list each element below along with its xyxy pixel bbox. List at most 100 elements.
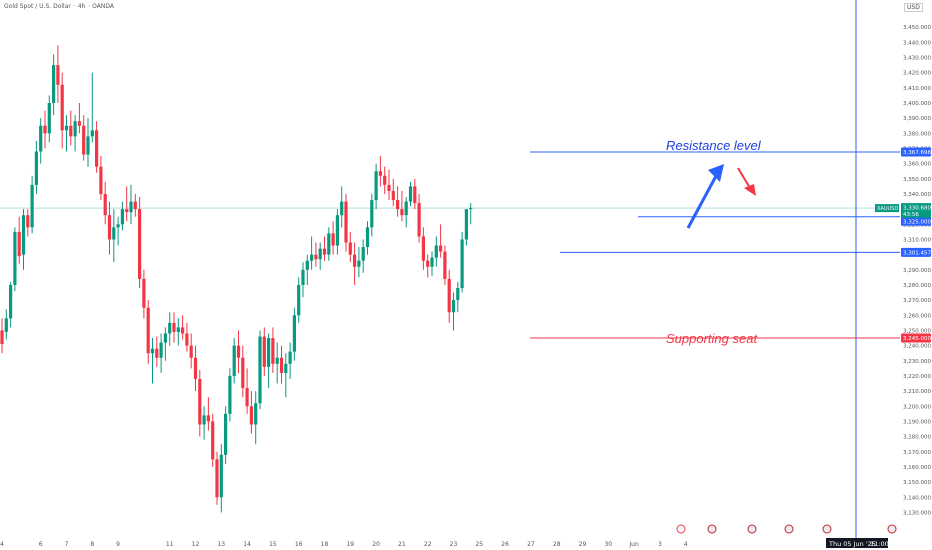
candle-body <box>426 260 430 267</box>
candle-body <box>26 215 30 228</box>
candle-body <box>396 200 400 210</box>
candle-body <box>275 357 279 364</box>
candle-body <box>314 254 318 260</box>
flag-icon[interactable] <box>747 524 757 534</box>
candle-body <box>408 186 413 202</box>
candle-body <box>47 102 51 134</box>
candle-body <box>189 345 193 358</box>
candle-body <box>52 65 56 103</box>
resistance-price-tag: 3,367.698 <box>903 150 931 156</box>
candle-body <box>73 121 77 137</box>
candle-body <box>168 322 172 334</box>
flag-icon[interactable] <box>707 524 717 534</box>
y-tick-label: 3,160.000 <box>903 465 931 471</box>
y-tick-label: 3,180.000 <box>903 435 931 441</box>
candle-body <box>417 203 421 237</box>
candle-body <box>434 245 438 258</box>
y-tick-label: 3,230.000 <box>903 359 931 365</box>
candle-body <box>198 378 202 425</box>
candle-body <box>271 338 275 364</box>
candle-body <box>340 201 344 216</box>
candle-body <box>335 215 339 246</box>
candle-body <box>21 215 26 255</box>
x-tick-label: 23 <box>450 541 458 548</box>
candle-body <box>60 84 64 131</box>
candle-body <box>451 300 456 313</box>
candle-body <box>86 136 90 155</box>
candle-body <box>172 322 176 332</box>
symbol-title[interactable]: Gold Spot / U.S. Dollar · 4h · OANDA <box>4 3 114 10</box>
date-label: Thu 05 Jun '25 <box>828 540 876 548</box>
x-tick-label: 25 <box>475 541 483 548</box>
x-tick-label: 18 <box>321 541 329 548</box>
candle-body <box>232 345 236 376</box>
x-tick-label: 12 <box>192 541 200 548</box>
candle-body <box>357 260 361 267</box>
y-tick-label: 3,340.000 <box>903 192 931 198</box>
candle-body <box>155 348 159 358</box>
candle-body <box>374 171 378 201</box>
candle-body <box>133 201 137 210</box>
candle-body <box>421 236 425 261</box>
price-axis[interactable]: 3,130.000 3,140.000 3,150.000 3,160.000 3,17… <box>903 25 931 516</box>
flag-icon[interactable] <box>676 524 686 534</box>
candle-body <box>292 315 296 352</box>
candle-body <box>112 227 116 240</box>
candle-body <box>456 287 460 301</box>
candle-body <box>348 242 352 255</box>
interval: 4h <box>77 3 86 10</box>
candle-body <box>116 224 120 228</box>
candle-body <box>129 201 133 213</box>
time-axis[interactable]: 4 6 7 8 9 11 12 13 14 15 16 18 19 20 21 22 23 25 26 27 28 29 3… <box>0 541 688 548</box>
candle-body <box>13 231 17 285</box>
candle-body <box>90 130 94 137</box>
candle-body <box>159 342 163 358</box>
candle-body <box>202 415 206 425</box>
x-tick-label: 3 <box>658 541 662 548</box>
symbol-name: Gold Spot / U.S. Dollar <box>4 3 71 10</box>
candle-body <box>258 336 262 404</box>
candle-body <box>150 348 155 354</box>
date-label-bg <box>826 538 888 548</box>
currency-button[interactable]: USD <box>904 3 923 12</box>
candle-body <box>249 406 253 425</box>
candle-body <box>378 171 382 176</box>
price-tags: 3,367.698 3,301.457 3,245.000 XAUUSD 3,330.6… <box>875 147 931 343</box>
candle-body <box>400 209 404 216</box>
candle-body <box>464 209 468 240</box>
candle-body <box>193 357 198 379</box>
candle-body <box>163 333 167 343</box>
current-price-tag: 3,330.680 <box>903 206 931 212</box>
candle-body <box>185 333 189 346</box>
candle-body <box>383 175 387 185</box>
candle-body <box>310 254 314 261</box>
support-price-tag: 3,245.000 <box>903 336 931 342</box>
candle-body <box>331 233 335 246</box>
candle-body <box>439 245 443 252</box>
event-icons[interactable] <box>676 524 897 534</box>
support-price-tag-bg <box>901 333 931 343</box>
x-tick-label: Jun <box>628 541 639 548</box>
resistance-price-tag-bg <box>901 147 931 157</box>
candle-body <box>17 231 21 257</box>
flag-icon[interactable] <box>784 524 794 534</box>
x-tick-label: 6 <box>39 541 43 548</box>
y-tick-label: 3,420.000 <box>903 71 931 77</box>
level-325-tag-bg <box>901 217 931 226</box>
y-tick-label: 3,210.000 <box>903 389 931 395</box>
candle-body <box>365 227 370 248</box>
candle-body <box>125 209 129 213</box>
x-tick-label: 4 <box>684 541 688 548</box>
x-tick-label: 21 <box>398 541 406 548</box>
candle-body <box>267 338 271 367</box>
flag-icon[interactable] <box>887 524 897 534</box>
levels-layer <box>530 0 900 538</box>
candle-body <box>0 330 4 345</box>
candle-body <box>391 190 395 201</box>
y-tick-label: 3,270.000 <box>903 298 931 304</box>
candle-body <box>9 284 13 319</box>
flag-icon[interactable] <box>822 524 832 534</box>
candle-body <box>99 166 103 194</box>
candle-body <box>95 130 99 167</box>
